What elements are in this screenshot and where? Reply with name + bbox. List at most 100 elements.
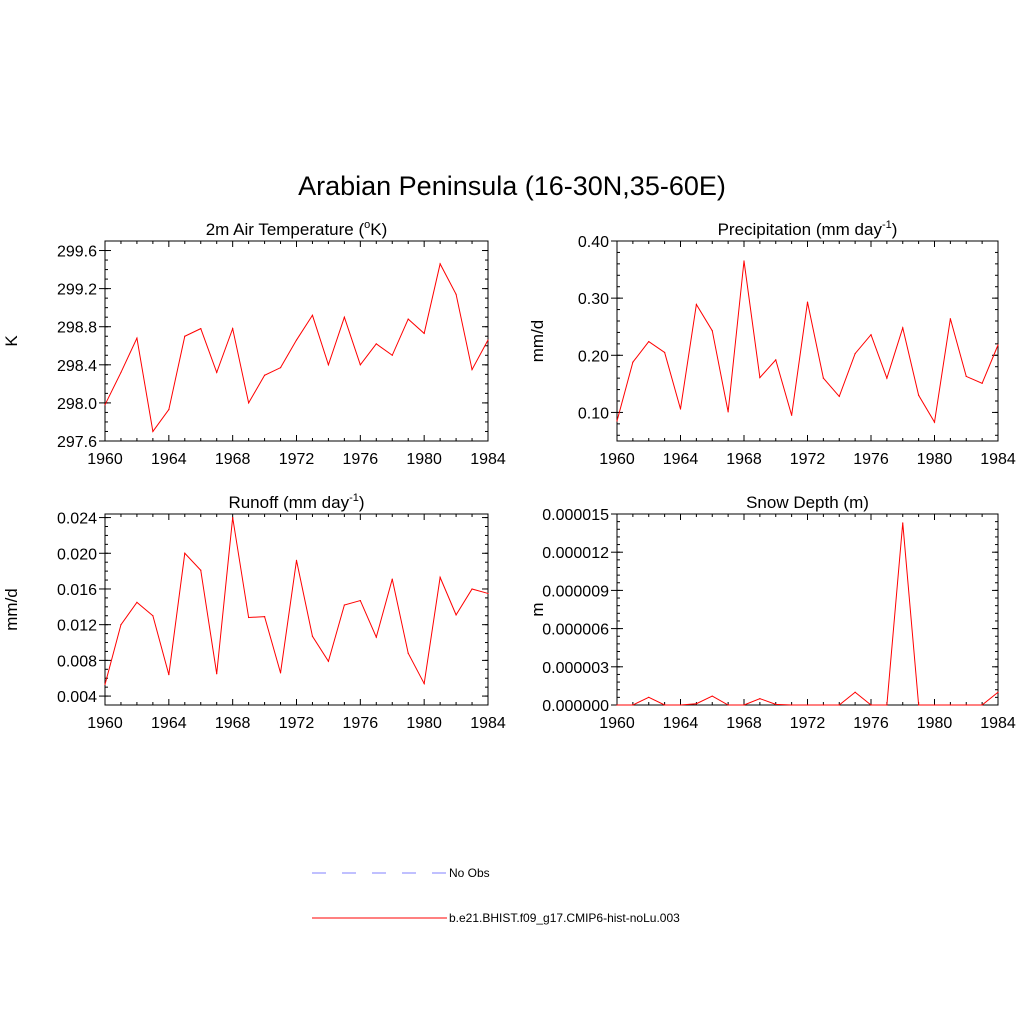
data-point — [487, 339, 489, 341]
data-point — [279, 672, 282, 674]
y-tick-label: 299.6 — [57, 244, 97, 261]
y-axis-label: mm/d — [528, 320, 547, 363]
x-tick-label: 1972 — [790, 715, 826, 732]
data-point — [822, 704, 824, 706]
data-point — [168, 408, 170, 411]
data-point — [407, 318, 409, 320]
y-axis-label: m — [528, 602, 547, 616]
x-tick-label: 1984 — [980, 451, 1016, 468]
data-point — [152, 430, 154, 433]
y-tick-label: 299.2 — [57, 282, 97, 299]
y-tick-label: 0.000012 — [542, 545, 609, 562]
y-tick-label: 0.000015 — [542, 507, 609, 524]
data-point — [918, 704, 920, 706]
x-tick-label: 1968 — [726, 715, 762, 732]
panels: 2m Air Temperature (o K) 1960 1964 1968 1972 1… — [2, 219, 1016, 732]
x-tick-label: 1960 — [87, 715, 123, 732]
data-point — [838, 395, 840, 398]
x-tick-label: 1976 — [853, 451, 889, 468]
data-point — [933, 421, 936, 423]
x-tick-label: 1976 — [343, 451, 379, 468]
y-axis-label: K — [2, 335, 21, 347]
legend-obs-label: No Obs — [449, 866, 490, 880]
data-point — [965, 704, 967, 706]
data-point — [838, 704, 840, 706]
data-point — [664, 351, 666, 354]
data-point — [248, 402, 250, 404]
x-tick-label: 1972 — [279, 451, 315, 468]
panel-title-text: 2m Air Temperature ( — [206, 220, 365, 239]
panel-temperature: 2m Air Temperature (oK) 1960 1964 1968 1972 1… — [2, 219, 506, 468]
data-point — [168, 674, 170, 676]
data-point — [327, 364, 330, 366]
data-point — [981, 382, 983, 384]
data-point — [439, 576, 441, 578]
data-point — [648, 696, 650, 698]
data-point — [632, 361, 634, 363]
data-point — [711, 330, 713, 332]
panel-runoff: Runoff (mm day-1) 1960 1964 1968 1972 1976 198… — [2, 492, 506, 732]
x-tick-label: 1976 — [343, 715, 379, 732]
data-point — [359, 364, 361, 366]
data-point — [248, 616, 250, 619]
y-tick-label: 297.6 — [57, 434, 97, 451]
data-point — [216, 371, 218, 374]
x-tick-label: 1964 — [151, 715, 187, 732]
data-point — [455, 293, 457, 295]
data-point — [648, 340, 650, 343]
data-point — [104, 683, 106, 686]
panel-title-superscript: o — [364, 219, 370, 231]
data-point — [806, 301, 809, 303]
series-line — [104, 262, 489, 433]
data-point — [423, 682, 425, 685]
data-point — [232, 328, 234, 330]
data-point — [949, 318, 951, 320]
y-tick-label: 0.008 — [57, 653, 97, 670]
x-tick-label: 1980 — [406, 715, 442, 732]
data-point — [870, 704, 872, 706]
data-point — [327, 660, 330, 662]
data-point — [679, 704, 682, 706]
x-tick-label: 1972 — [790, 451, 826, 468]
legend-model-label: b.e21.BHIST.f09_g17.CMIP6-hist-noLu.003 — [449, 911, 680, 925]
panel-title-text: Runoff (mm day — [228, 493, 349, 512]
data-point — [343, 604, 345, 606]
data-point — [727, 704, 729, 706]
data-point — [918, 394, 920, 396]
data-point — [343, 316, 345, 318]
x-tick-label: 1960 — [599, 451, 635, 468]
x-tick-label: 1968 — [215, 715, 251, 732]
data-point — [854, 691, 856, 693]
plot-frame — [616, 513, 999, 706]
y-tick-label: 0.000006 — [542, 622, 609, 639]
data-point — [727, 411, 729, 413]
x-tick-label: 1976 — [853, 715, 889, 732]
data-point — [136, 601, 138, 603]
y-tick-label: 0.40 — [578, 234, 609, 251]
data-point — [933, 704, 936, 706]
data-point — [949, 704, 951, 706]
y-tick-label: 0.004 — [57, 689, 97, 706]
data-point — [791, 414, 793, 416]
data-point — [375, 636, 377, 638]
panel-title-suffix: ) — [892, 220, 898, 239]
data-point — [759, 376, 761, 379]
data-point — [664, 704, 666, 706]
x-tick-label: 1980 — [917, 451, 953, 468]
data-point — [152, 615, 154, 617]
data-point — [616, 704, 618, 706]
data-point — [806, 704, 809, 706]
data-point — [711, 695, 713, 697]
data-point — [791, 704, 793, 706]
x-tick-label: 1968 — [726, 451, 762, 468]
data-point — [743, 260, 745, 262]
data-point — [184, 335, 186, 337]
data-point — [679, 408, 682, 410]
series-line — [617, 522, 999, 706]
panel-title-superscript: -1 — [882, 219, 892, 231]
data-point — [695, 703, 697, 705]
data-point — [423, 332, 425, 334]
data-point — [471, 368, 473, 371]
data-point — [822, 377, 824, 379]
